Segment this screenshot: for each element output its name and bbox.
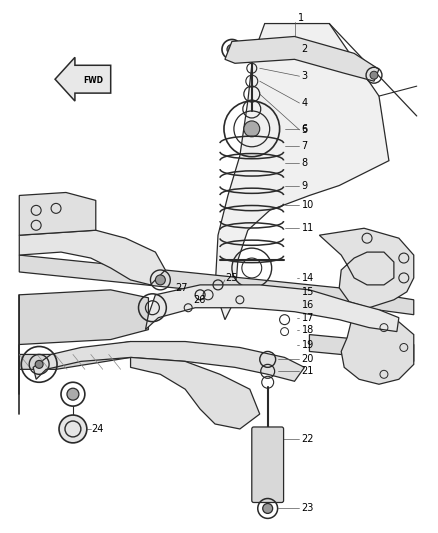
Polygon shape: [319, 228, 414, 308]
Text: 9: 9: [301, 181, 307, 190]
Polygon shape: [55, 58, 111, 101]
Circle shape: [263, 504, 273, 513]
Text: 11: 11: [301, 223, 314, 233]
Text: 15: 15: [301, 287, 314, 297]
Polygon shape: [19, 230, 165, 285]
Polygon shape: [145, 285, 399, 332]
Polygon shape: [19, 342, 131, 369]
Circle shape: [35, 360, 43, 368]
Text: 8: 8: [301, 158, 307, 168]
Polygon shape: [19, 255, 414, 314]
Text: FWD: FWD: [83, 76, 103, 85]
Text: 2: 2: [301, 44, 308, 54]
Text: 23: 23: [301, 504, 314, 513]
Text: 4: 4: [301, 98, 307, 108]
Polygon shape: [19, 290, 148, 344]
Circle shape: [244, 121, 260, 137]
Text: 3: 3: [301, 71, 307, 81]
Polygon shape: [19, 192, 96, 235]
Circle shape: [370, 71, 378, 79]
Text: 19: 19: [301, 340, 314, 350]
Circle shape: [67, 388, 79, 400]
Text: 10: 10: [301, 200, 314, 211]
Text: 21: 21: [301, 366, 314, 376]
Text: 24: 24: [91, 424, 103, 434]
Polygon shape: [33, 342, 304, 381]
Text: 16: 16: [301, 300, 314, 310]
Circle shape: [227, 44, 237, 54]
Polygon shape: [341, 310, 414, 384]
Polygon shape: [215, 23, 389, 320]
Text: 25: 25: [225, 273, 237, 283]
Text: 5: 5: [301, 125, 308, 135]
Text: 1: 1: [297, 13, 304, 22]
Circle shape: [155, 275, 165, 285]
Text: 20: 20: [301, 354, 314, 365]
Text: 22: 22: [301, 434, 314, 444]
Polygon shape: [131, 358, 260, 429]
Text: 18: 18: [301, 325, 314, 335]
Circle shape: [59, 415, 87, 443]
Text: 26: 26: [193, 295, 205, 305]
Text: 7: 7: [301, 141, 308, 151]
Text: 27: 27: [175, 283, 188, 293]
Polygon shape: [225, 36, 379, 81]
Text: 14: 14: [301, 273, 314, 283]
Polygon shape: [309, 335, 414, 361]
Text: 6: 6: [301, 124, 307, 134]
FancyBboxPatch shape: [252, 427, 283, 503]
Text: 17: 17: [301, 313, 314, 322]
